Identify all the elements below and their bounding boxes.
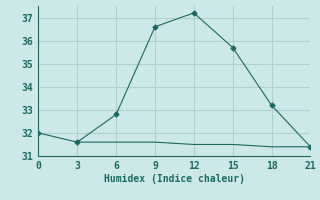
X-axis label: Humidex (Indice chaleur): Humidex (Indice chaleur) (104, 174, 245, 184)
